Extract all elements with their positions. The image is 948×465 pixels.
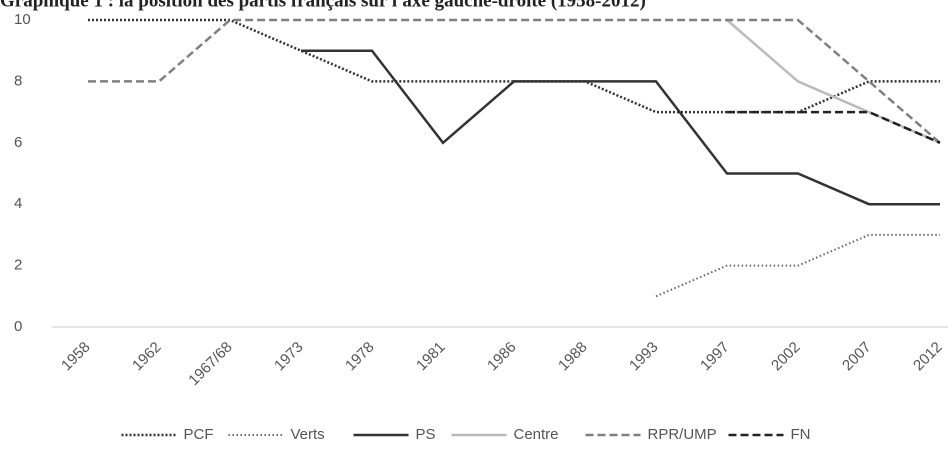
x-tick-label: 1981 — [413, 339, 449, 375]
chart-title: Graphique 1 : la position des partis fra… — [0, 0, 646, 11]
x-tick-label: 1988 — [555, 339, 591, 375]
x-tick-label: 2007 — [839, 339, 875, 375]
series-line — [88, 18, 940, 114]
legend-label: RPR/UMP — [648, 426, 717, 443]
y-tick-label: 10 — [14, 11, 31, 28]
x-tick-label: 1993 — [626, 339, 662, 375]
x-tick-label: 1962 — [129, 339, 165, 375]
x-tick-label: 1967/68 — [185, 339, 235, 389]
legend-label: Centre — [514, 426, 559, 443]
x-tick-label: 1997 — [697, 339, 733, 375]
y-tick-label: 8 — [14, 72, 22, 89]
y-tick-label: 0 — [14, 318, 22, 335]
series-line — [88, 18, 941, 144]
legend-label: PS — [416, 426, 436, 443]
series-line — [301, 49, 940, 206]
x-tick-label: 1973 — [271, 339, 307, 375]
y-tick-label: 6 — [14, 134, 22, 151]
series-line — [727, 110, 941, 144]
y-tick-label: 2 — [14, 257, 22, 274]
x-tick-label: 1978 — [342, 339, 378, 375]
x-tick-label: 1958 — [58, 339, 94, 375]
x-tick-label: 1986 — [484, 339, 520, 375]
legend-label: FN — [791, 426, 811, 443]
series-line — [655, 233, 940, 298]
x-tick-label: 2012 — [910, 339, 946, 375]
x-tick-label: 2002 — [768, 339, 804, 375]
legend-label: Verts — [291, 426, 325, 443]
y-tick-label: 4 — [14, 195, 22, 212]
legend-label: PCF — [184, 426, 214, 443]
